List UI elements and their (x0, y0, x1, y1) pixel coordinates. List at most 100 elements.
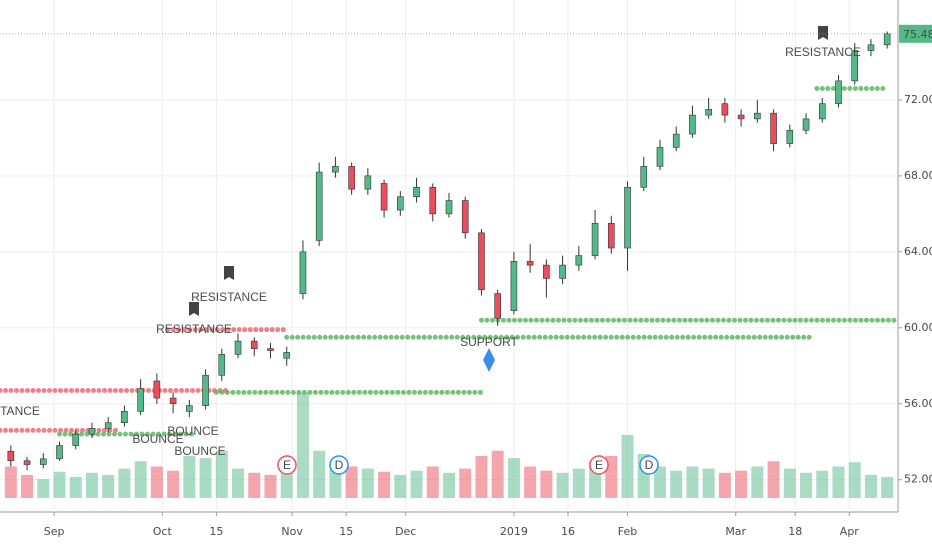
candle-body (786, 129, 794, 144)
annotation: RESISTANCE (785, 45, 861, 59)
candle-body (315, 171, 323, 241)
volume-bar (670, 470, 683, 498)
volume-bar (232, 468, 245, 498)
volume-bar (816, 470, 829, 498)
candle-body (526, 261, 534, 266)
candle-body (413, 186, 420, 198)
volume-bar (621, 435, 634, 498)
volume-bar (718, 472, 731, 498)
candle-body (23, 460, 31, 465)
volume-bar (832, 466, 845, 498)
candle-body (607, 223, 615, 249)
candle-body (883, 33, 891, 46)
event-label: D (645, 458, 654, 472)
x-tick-label: 15 (339, 525, 353, 538)
event-label: D (335, 458, 344, 472)
candle-body (461, 200, 469, 234)
volume-bar (69, 477, 82, 498)
event-label: E (283, 458, 291, 472)
candle-body (656, 147, 664, 167)
candle-body (851, 50, 859, 82)
volume-bar (134, 461, 147, 498)
candle-body (770, 112, 777, 144)
candle-body (591, 223, 599, 256)
volume-bar (199, 458, 212, 498)
candle-body (104, 422, 112, 429)
last-price-label: 75.48 (903, 28, 932, 41)
candle-body (445, 200, 453, 215)
candle-body (218, 354, 226, 376)
candle-body (88, 428, 96, 435)
candle-body (705, 109, 712, 116)
x-tick-label: Feb (618, 525, 637, 538)
candle-body (348, 166, 355, 190)
event-marker (329, 455, 349, 475)
candle-body (121, 411, 128, 424)
event-marker (589, 455, 609, 475)
volume-bar (848, 462, 861, 498)
y-tick-label: 64.00 (904, 245, 932, 258)
x-tick-label: 18 (788, 525, 802, 538)
candle-body (283, 352, 291, 359)
candle-body (754, 112, 761, 120)
candle-body (543, 264, 550, 279)
volume-bar (296, 393, 309, 498)
volume-bar (459, 468, 472, 498)
volume-bar (102, 474, 115, 498)
candle-body (299, 251, 307, 294)
volume-bar (264, 474, 277, 498)
volume-bar (410, 470, 423, 498)
volume-bar (686, 466, 699, 498)
candle-body (397, 196, 404, 211)
volume-bar (53, 471, 66, 498)
candle-body (234, 340, 242, 355)
candle-body (737, 114, 745, 120)
y-tick-label: 72.00 (904, 93, 932, 106)
y-tick-label: 52.00 (904, 473, 932, 486)
candle-body (169, 397, 177, 405)
candle-body (672, 133, 680, 148)
candle-body (867, 44, 875, 51)
candle-body (575, 255, 583, 266)
x-tick-label: Mar (725, 525, 746, 538)
candle-body (721, 103, 729, 116)
candle-body (202, 374, 209, 406)
candle-body (56, 445, 63, 460)
candle-body (364, 175, 372, 190)
flag-icon (818, 26, 828, 40)
annotation: BOUNCE (132, 432, 183, 446)
volume-bar (183, 456, 196, 498)
candle-body (818, 103, 826, 120)
candle-body (640, 166, 648, 188)
x-tick-label: Dec (395, 525, 416, 538)
candle-body (267, 348, 274, 351)
volume-bar (864, 474, 877, 498)
event-marker (277, 455, 297, 475)
x-tick-label: Nov (281, 525, 303, 538)
candle-body (186, 405, 193, 412)
volume-bar (556, 472, 569, 498)
candle-body (559, 264, 566, 279)
candle-body (72, 433, 80, 446)
candle-body (7, 450, 15, 462)
candle-body (39, 458, 47, 465)
annotation: SUPPORT (460, 335, 518, 349)
volume-bar (540, 470, 553, 498)
volume-bar (443, 472, 455, 498)
volume-bar (4, 466, 17, 498)
volume-bar (800, 472, 813, 498)
volume-bar (491, 450, 504, 498)
flag-icon (189, 302, 199, 316)
x-tick-label: Oct (153, 525, 173, 538)
volume-bar (735, 470, 748, 498)
candle-body (689, 114, 696, 135)
x-tick-label: Apr (840, 525, 860, 538)
volume-bar (783, 468, 796, 498)
flag-icon (224, 266, 234, 280)
volume-bar (881, 477, 894, 498)
volume-bar (37, 479, 50, 498)
volume-bar (167, 470, 180, 498)
x-tick-label: 16 (561, 525, 575, 538)
